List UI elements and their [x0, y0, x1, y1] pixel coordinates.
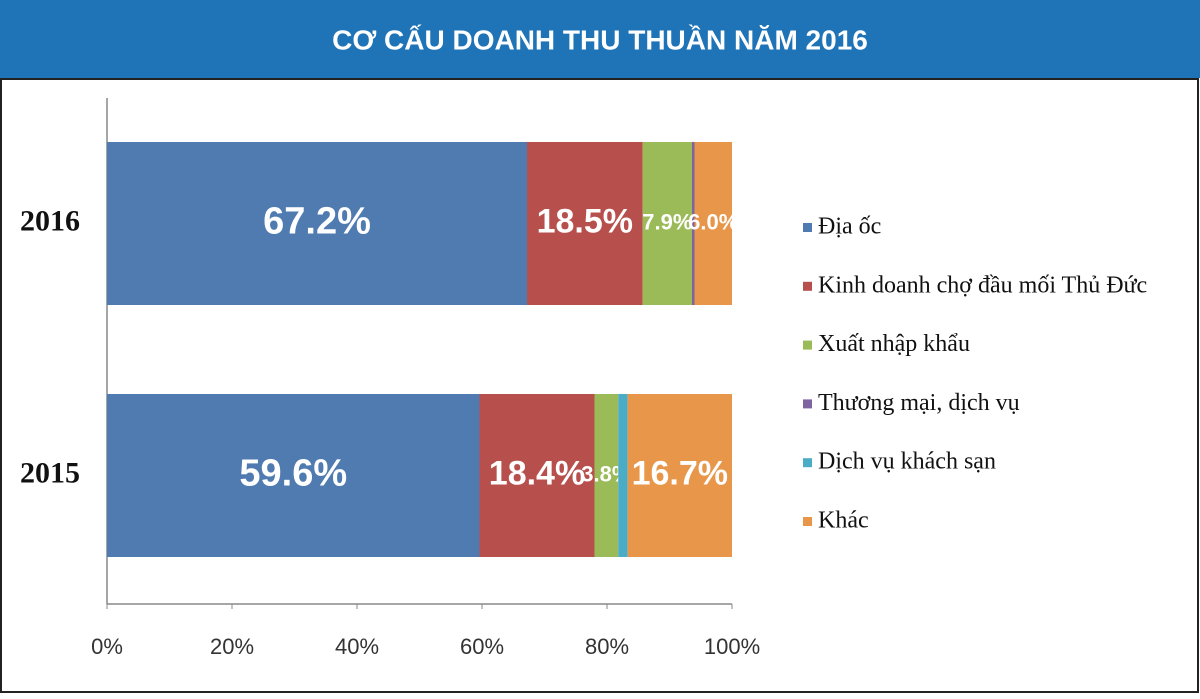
- legend-label: Địa ốc: [818, 214, 881, 240]
- bar-segment: [479, 394, 595, 557]
- value-label: 59.6%: [239, 453, 347, 495]
- legend-swatch: [803, 340, 812, 350]
- x-tick-label: 60%: [460, 634, 504, 659]
- value-label: 18.4%: [489, 454, 585, 492]
- bar-segment: [594, 394, 619, 557]
- value-label: 6.0%: [688, 209, 738, 234]
- legend-swatch: [803, 399, 812, 409]
- legend-label: Thương mại, dịch vụ: [818, 390, 1020, 416]
- legend-label: Kinh doanh chợ đầu mối Thủ Đức: [818, 272, 1147, 298]
- x-tick-label: 0%: [91, 634, 123, 659]
- legend-swatch: [803, 281, 812, 291]
- category-label: 2015: [20, 456, 80, 489]
- bar-segment: [618, 394, 628, 557]
- bar-segment: [107, 394, 480, 557]
- value-label: 7.9%: [642, 209, 692, 234]
- bar-segment: [694, 142, 732, 305]
- frame: [0, 78, 1199, 693]
- value-label: 16.7%: [632, 454, 728, 492]
- x-tick-label: 80%: [585, 634, 629, 659]
- bar-segment: [527, 142, 643, 305]
- legend-label: Khác: [818, 508, 869, 534]
- x-tick-label: 100%: [704, 634, 760, 659]
- x-tick-label: 40%: [335, 634, 379, 659]
- legend-label: Dịch vụ khách sạn: [818, 449, 996, 475]
- chart-title: CƠ CẤU DOANH THU THUẦN NĂM 2016: [332, 24, 868, 55]
- bar-segment: [642, 142, 692, 305]
- legend-label: Xuất nhập khẩu: [818, 331, 970, 357]
- x-tick-label: 20%: [210, 634, 254, 659]
- bar-segment: [627, 394, 732, 557]
- legend-swatch: [803, 223, 812, 232]
- value-label: 67.2%: [263, 201, 371, 243]
- bar-segment: [692, 142, 695, 305]
- title-bar: [0, 0, 1200, 78]
- bar-segment: [107, 142, 527, 305]
- legend-swatch: [803, 517, 812, 526]
- value-label: 18.5%: [537, 202, 633, 240]
- legend-swatch: [803, 458, 812, 468]
- category-label: 2016: [20, 204, 80, 237]
